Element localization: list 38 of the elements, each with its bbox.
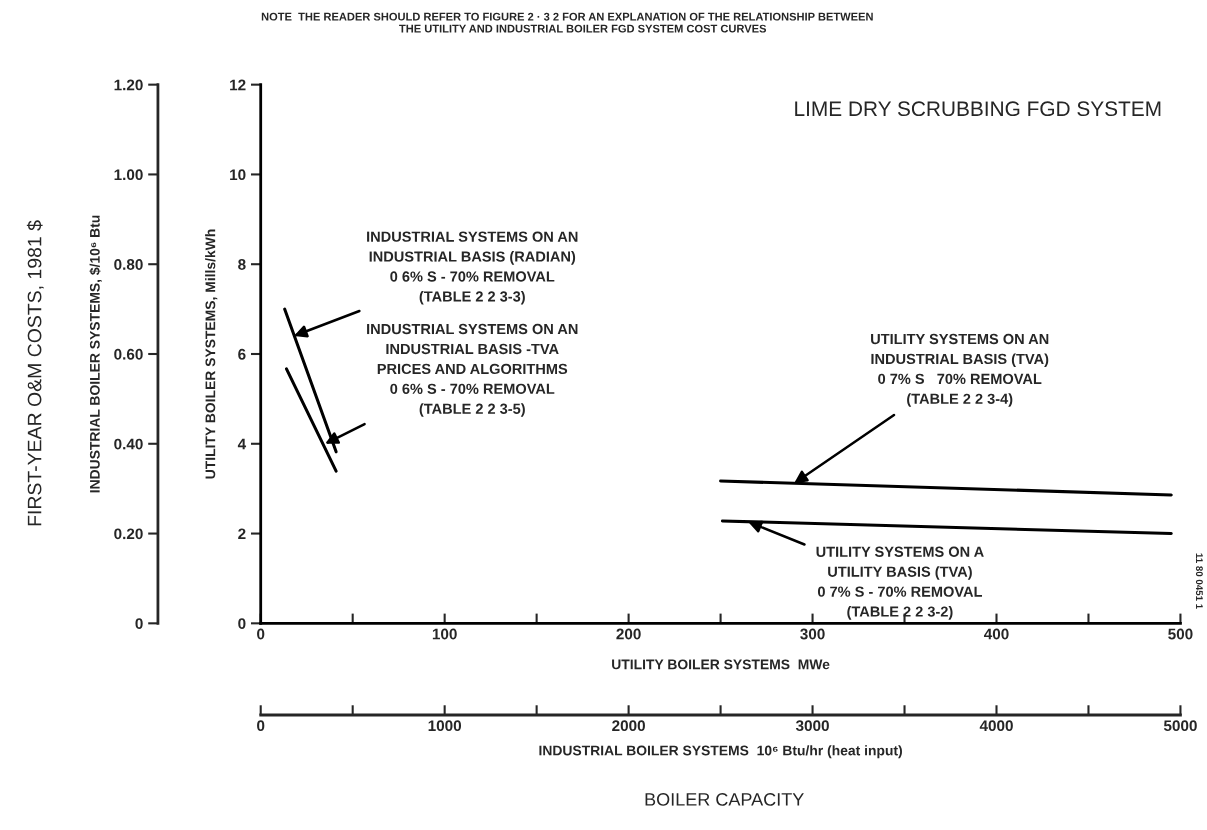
y2-tick-label: 0.20	[114, 528, 143, 540]
x-tick-label: 100	[432, 628, 457, 640]
annotation: INDUSTRIAL SYSTEMS ON AN INDUSTRIAL BASIS (RADIAN) 0 6% S - 70% REMOVAL (TABLE 2 2 3-3)	[367, 231, 578, 305]
y-tick-label: 10	[230, 169, 246, 181]
x2-tick-label: 1000	[428, 720, 462, 732]
annotation: INDUSTRIAL SYSTEMS ON AN INDUSTRIAL BASIS -TVA PRICES AND ALGORITHMS 0 6% S - 70% REMOVAL (TABLE 2 2 3-5)	[367, 323, 578, 417]
x-axis-title: UTILITY BOILER SYSTEMS MWe	[612, 659, 830, 670]
x-tick-label: 400	[983, 628, 1009, 640]
y2-axis-title: INDUSTRIAL BOILER SYSTEMS, $/10⁶ Btu	[89, 215, 102, 493]
y2-tick-label: 0.80	[114, 259, 143, 270]
y-tick-label: 8	[238, 259, 246, 270]
y-tick-label: 0	[238, 618, 246, 630]
y2-tick-label: 0.40	[114, 438, 143, 450]
y2-tick-label: 1.00	[114, 169, 143, 181]
y-tick-label: 12	[230, 79, 246, 91]
y2-tick-label: 0.60	[114, 348, 143, 360]
y2-tick-label: 1.20	[114, 79, 143, 91]
text: 11 80 0451 1	[1195, 553, 1203, 609]
y-axis-title: UTILITY BOILER SYSTEMS, Mills/kWh	[205, 229, 218, 479]
x-tick-label: 200	[616, 628, 641, 640]
x2-tick-label: 4000	[979, 720, 1013, 732]
y-tick-label: 2	[238, 528, 246, 540]
x2-tick-label: 3000	[795, 720, 829, 732]
y-tick-label: 6	[238, 348, 246, 360]
text: NOTE THE READER SHOULD REFER TO FIGURE 2 · 3 2 FOR AN EXPLANATION OF THE RELATIONSHIP BETWEEN THE UTILITY AND INDUSTRIAL BOILER FGD SYSTEM COST CURVES	[261, 12, 873, 33]
text: LIME DRY SCRUBBING FGD SYSTEM	[795, 101, 1161, 117]
y-tick-label: 4	[237, 438, 247, 450]
x-tick-label: 300	[800, 628, 825, 640]
x2-tick-label: 5000	[1163, 720, 1197, 732]
annotation: UTILITY SYSTEMS ON AN INDUSTRIAL BASIS (TVA) 0 7% S 70% REMOVAL (TABLE 2 2 3-4)	[871, 333, 1049, 407]
x2-axis-title: INDUSTRIAL BOILER SYSTEMS 10⁶ Btu/hr (heat input)	[539, 745, 902, 759]
y2-tick-label: 0	[135, 618, 143, 630]
x-tick-label: 500	[1168, 628, 1193, 640]
x2-tick-label: 0	[257, 720, 265, 732]
text: FIRST-YEAR O&M COSTS, 1981 $	[26, 220, 44, 526]
x-tick-label: 0	[257, 628, 265, 640]
text: BOILER CAPACITY	[645, 793, 804, 806]
x2-tick-label: 2000	[612, 720, 645, 732]
